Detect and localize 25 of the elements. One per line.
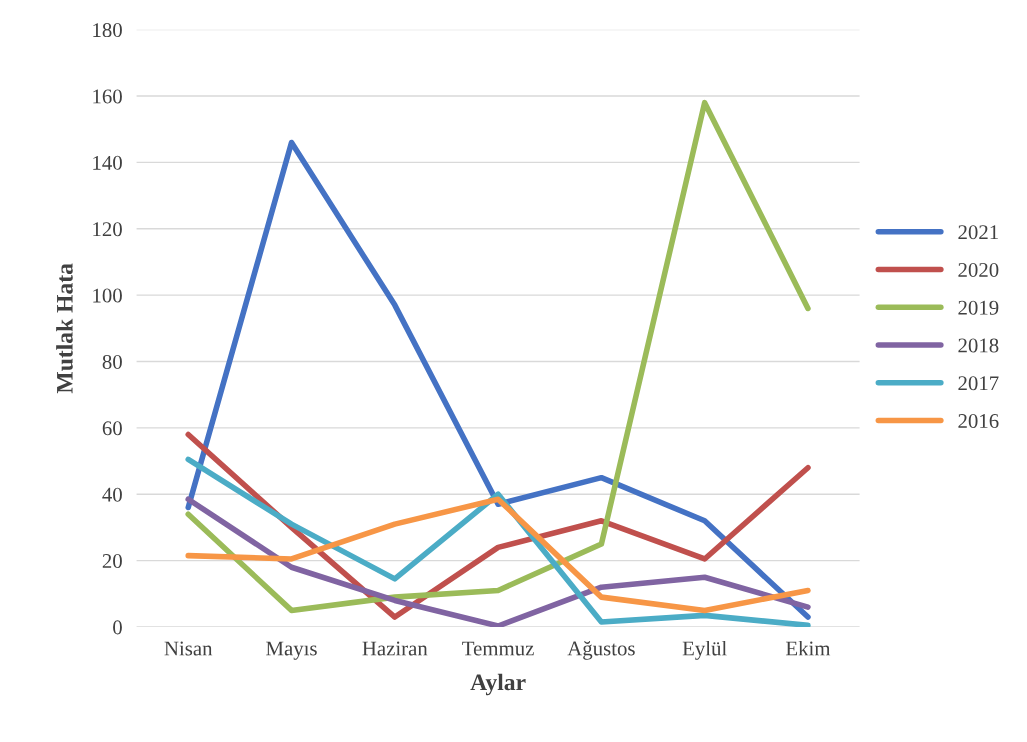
x-tick-label: Temmuz (462, 641, 534, 656)
y-tick-label: 40 (102, 487, 122, 502)
y-tick-label: 60 (102, 421, 122, 436)
y-axis-title: Mutlak Hata (56, 263, 73, 394)
x-tick-label: Nisan (164, 641, 213, 656)
y-tick-label: 120 (93, 222, 122, 237)
y-tick-label: 80 (102, 354, 122, 369)
y-tick-label: 0 (113, 620, 122, 635)
x-tick-label: Haziran (362, 641, 428, 656)
y-tick-label: 20 (102, 554, 122, 569)
legend-label: 2016 (958, 413, 999, 429)
x-tick-label: Mayıs (266, 641, 317, 660)
x-tick-label: Ekim (785, 640, 831, 656)
y-tick-label: 100 (93, 288, 122, 303)
x-tick-label: Ağustos (567, 641, 635, 660)
legend-label: 2018 (958, 338, 999, 353)
x-axis-title: Aylar (470, 673, 526, 696)
y-tick-label: 140 (93, 155, 122, 170)
y-tick-label: 180 (93, 23, 122, 38)
x-tick-label: Eylül (682, 640, 727, 660)
legend-label: 2017 (958, 376, 999, 391)
legend-label: 2019 (958, 300, 999, 315)
legend-label: 2020 (958, 262, 999, 277)
y-tick-label: 160 (93, 89, 122, 104)
legend-label: 2021 (958, 225, 998, 240)
